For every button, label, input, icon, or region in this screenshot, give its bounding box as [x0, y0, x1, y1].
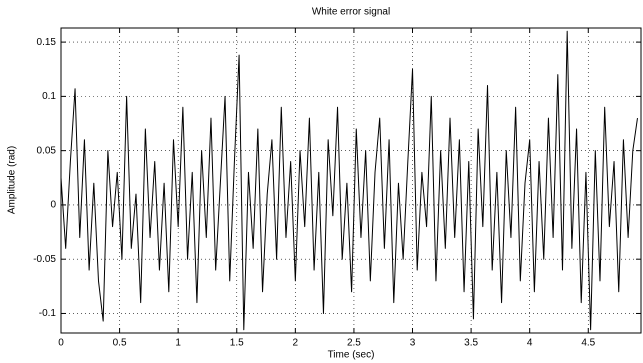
x-tick-label: 3: [410, 338, 416, 349]
y-tick-label: 0: [50, 200, 56, 211]
signal-line: [61, 30, 638, 331]
x-tick-label: 0: [58, 338, 64, 349]
x-tick-label: 4: [527, 338, 533, 349]
x-tick-label: 2: [293, 338, 299, 349]
y-tick-label: 0.05: [37, 145, 57, 156]
x-tick-label: 2.5: [347, 338, 361, 349]
y-axis-label: Amplitude (rad): [7, 146, 18, 214]
x-tick-label: 0.5: [113, 338, 127, 349]
x-tick-label: 4.5: [581, 338, 595, 349]
y-tick-label: -0.05: [33, 254, 56, 265]
chart-title: White error signal: [312, 7, 390, 18]
x-tick-label: 1: [175, 338, 181, 349]
x-axis-label: Time (sec): [328, 350, 375, 361]
y-tick-label: 0.15: [37, 37, 57, 48]
y-tick-label: -0.1: [39, 308, 57, 319]
y-tick-label: 0.1: [42, 91, 56, 102]
x-tick-label: 1.5: [230, 338, 244, 349]
x-tick-label: 3.5: [464, 338, 478, 349]
